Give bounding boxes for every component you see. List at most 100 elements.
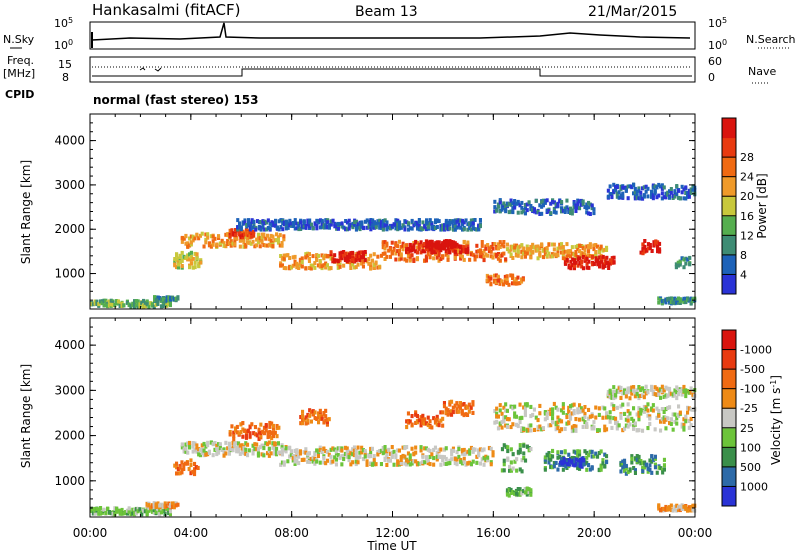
data-cell — [224, 232, 228, 237]
data-cell — [405, 247, 409, 252]
data-cell — [524, 458, 528, 463]
data-cell — [657, 182, 661, 187]
data-cell — [653, 184, 657, 189]
data-cell — [570, 208, 574, 213]
data-cell — [293, 226, 297, 231]
data-cell — [255, 447, 259, 452]
data-cell — [516, 487, 520, 492]
data-cell — [233, 443, 237, 448]
data-cell — [299, 421, 303, 426]
data-cell — [443, 246, 447, 251]
data-cell — [356, 254, 360, 259]
data-cell — [248, 431, 252, 436]
data-cell — [308, 413, 312, 418]
x-tick-label: 12:00 — [375, 526, 410, 540]
data-cell — [587, 265, 591, 270]
data-cell — [428, 454, 432, 459]
data-cell — [689, 187, 693, 192]
data-cell — [107, 303, 111, 308]
data-cell — [450, 457, 454, 462]
data-cell — [437, 240, 441, 245]
data-cell — [97, 302, 101, 307]
data-cell — [509, 202, 513, 207]
data-cell — [585, 460, 589, 465]
data-cell — [637, 393, 641, 398]
data-cell — [480, 448, 484, 453]
data-cell — [267, 237, 271, 242]
data-cell — [619, 415, 623, 420]
data-cell — [628, 467, 632, 472]
data-cell — [657, 465, 661, 470]
data-cell — [689, 301, 693, 306]
data-cell — [426, 415, 430, 420]
data-cell — [376, 265, 380, 270]
data-cell — [193, 260, 197, 265]
data-cell — [578, 249, 582, 254]
data-cell — [556, 467, 560, 472]
data-cell — [601, 461, 605, 466]
data-cell — [414, 410, 418, 415]
data-cell — [97, 507, 101, 512]
data-cell — [652, 240, 656, 245]
data-cell — [551, 252, 555, 257]
data-cell — [639, 407, 643, 412]
data-cell — [325, 449, 329, 454]
data-cell — [444, 218, 448, 223]
data-cell — [498, 408, 502, 413]
data-cell — [186, 244, 190, 249]
colorbar-tick-label: 1000 — [740, 480, 768, 493]
data-cell — [662, 467, 666, 472]
data-cell — [639, 393, 643, 398]
data-cell — [403, 446, 407, 451]
data-cell — [370, 258, 374, 263]
data-cell — [191, 238, 195, 243]
data-cell — [668, 405, 672, 410]
data-cell — [493, 273, 497, 278]
data-cell — [365, 459, 369, 464]
data-cell — [266, 243, 270, 248]
data-cell — [587, 463, 591, 468]
data-cell — [523, 413, 527, 418]
data-cell — [592, 454, 596, 459]
data-cell — [496, 252, 500, 256]
data-cell — [272, 221, 276, 226]
data-cell — [585, 244, 589, 249]
data-cell — [273, 446, 277, 451]
data-cell — [637, 186, 641, 191]
data-cell — [284, 226, 288, 231]
data-cell — [437, 454, 441, 459]
colorbar-swatch — [722, 466, 736, 487]
data-cell — [662, 195, 666, 200]
data-cell — [347, 257, 351, 262]
data-cell — [585, 467, 589, 472]
data-cell — [448, 402, 452, 407]
data-cell — [268, 420, 272, 425]
freq-label-top: Freq. — [7, 54, 34, 67]
data-cell — [140, 512, 144, 517]
data-cell — [515, 468, 519, 473]
data-cell — [556, 450, 560, 455]
data-cell — [623, 465, 627, 470]
data-cell — [664, 385, 668, 390]
data-cell — [189, 242, 193, 247]
data-cell — [238, 451, 242, 456]
data-cell — [659, 466, 663, 471]
data-cell — [347, 222, 351, 227]
data-cell — [687, 418, 691, 423]
data-cell — [268, 226, 272, 231]
data-cell — [580, 260, 584, 265]
data-cell — [612, 407, 616, 412]
n-sky-tick-top: 105 — [54, 16, 73, 31]
data-cell — [531, 242, 535, 247]
data-cell — [401, 247, 405, 252]
data-cell — [253, 442, 257, 447]
data-cell — [396, 459, 400, 464]
data-cell — [293, 448, 297, 453]
data-cell — [455, 219, 459, 224]
data-cell — [587, 453, 591, 458]
data-cell — [482, 455, 486, 460]
data-cell — [587, 253, 591, 258]
data-cell — [237, 441, 241, 446]
data-cell — [623, 388, 627, 393]
data-cell — [657, 503, 661, 508]
